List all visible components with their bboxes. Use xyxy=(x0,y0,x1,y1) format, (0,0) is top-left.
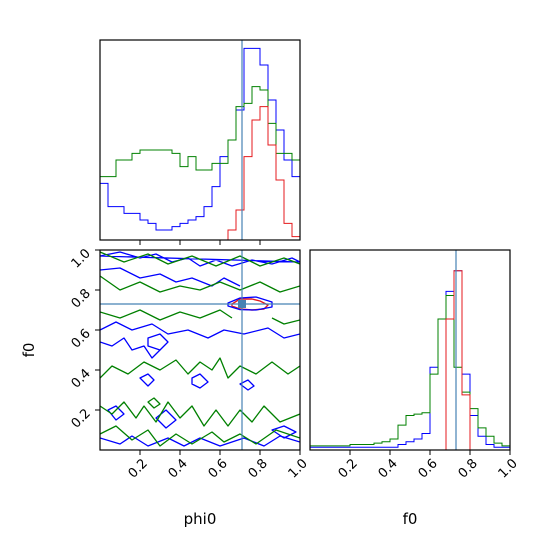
contour-red-0 xyxy=(231,298,269,311)
f0-hist-blue-series xyxy=(310,270,510,448)
contour-blue-10 xyxy=(107,405,125,421)
contour-green-19 xyxy=(100,401,300,427)
contour-lines xyxy=(100,251,300,447)
contour-green-14 xyxy=(100,251,300,267)
contour-blue-13 xyxy=(271,425,297,439)
phi0-tick-label: 0.6 xyxy=(206,456,231,481)
tick-labels: 0.2 0.4 0.6 0.8 1.0 0.2 0.4 0.6 0.8 1.0 0.2 0.4 0.6 0… xyxy=(69,246,521,481)
phi0-tick-label: 1.0 xyxy=(286,456,311,481)
f0-y-tick-label: 0.2 xyxy=(69,406,94,431)
contour-green-16 xyxy=(100,309,233,321)
f0-y-tick-label: 0.6 xyxy=(69,326,94,351)
f0-y-tick-label: 1.0 xyxy=(69,246,94,271)
f0-histogram-panel xyxy=(309,249,511,455)
contour-green-20 xyxy=(147,397,161,409)
truth-marker xyxy=(238,300,246,308)
f0-x-tick-label: 0.6 xyxy=(416,456,441,481)
f0-hist-green-series xyxy=(310,295,510,447)
contour-blue-5 xyxy=(100,337,161,359)
contour-blue-12 xyxy=(100,435,300,447)
f0-x-tick-label: 0.4 xyxy=(376,456,401,481)
contour-green-15 xyxy=(100,275,300,293)
contour-green-21 xyxy=(100,425,300,447)
f0-x-tick-label: 0.8 xyxy=(456,456,481,481)
contour-green-17 xyxy=(271,317,300,325)
f0-y-tick-label: 0.4 xyxy=(69,366,94,391)
phi0-hist-blue-series xyxy=(100,47,300,231)
f0-hist-frame xyxy=(309,249,511,451)
f0-hist-red-series xyxy=(310,270,510,451)
contour-blue-7 xyxy=(191,373,209,389)
phi0-hist-frame xyxy=(99,39,301,241)
y-axis-label-f0: f0 xyxy=(20,343,38,358)
f0-y-tick-label: 0.8 xyxy=(69,286,94,311)
contour-blue-1 xyxy=(227,296,273,311)
contour-blue-6 xyxy=(147,333,169,351)
phi0-hist-red-series xyxy=(100,106,300,241)
phi0-hist-green-series xyxy=(100,86,300,178)
contour-blue-3 xyxy=(100,267,241,287)
f0-x-tick-label: 1.0 xyxy=(496,456,521,481)
phi0-histogram-panel xyxy=(99,39,301,245)
phi0-tick-label: 0.2 xyxy=(126,456,151,481)
contour-blue-4 xyxy=(100,321,300,339)
phi0-tick-label: 0.8 xyxy=(246,456,271,481)
f0-x-tick-label: 0.2 xyxy=(336,456,361,481)
x-axis-label-f0: f0 xyxy=(403,510,418,528)
contour-blue-11 xyxy=(155,409,177,429)
contour-blue-8 xyxy=(239,379,255,391)
phi0-f0-contour-panel xyxy=(95,249,301,455)
contour-blue-9 xyxy=(139,373,155,387)
contour-frame xyxy=(99,249,301,451)
x-axis-label-phi0: phi0 xyxy=(184,510,217,528)
phi0-tick-label: 0.4 xyxy=(166,456,191,481)
contour-green-18 xyxy=(100,357,300,379)
